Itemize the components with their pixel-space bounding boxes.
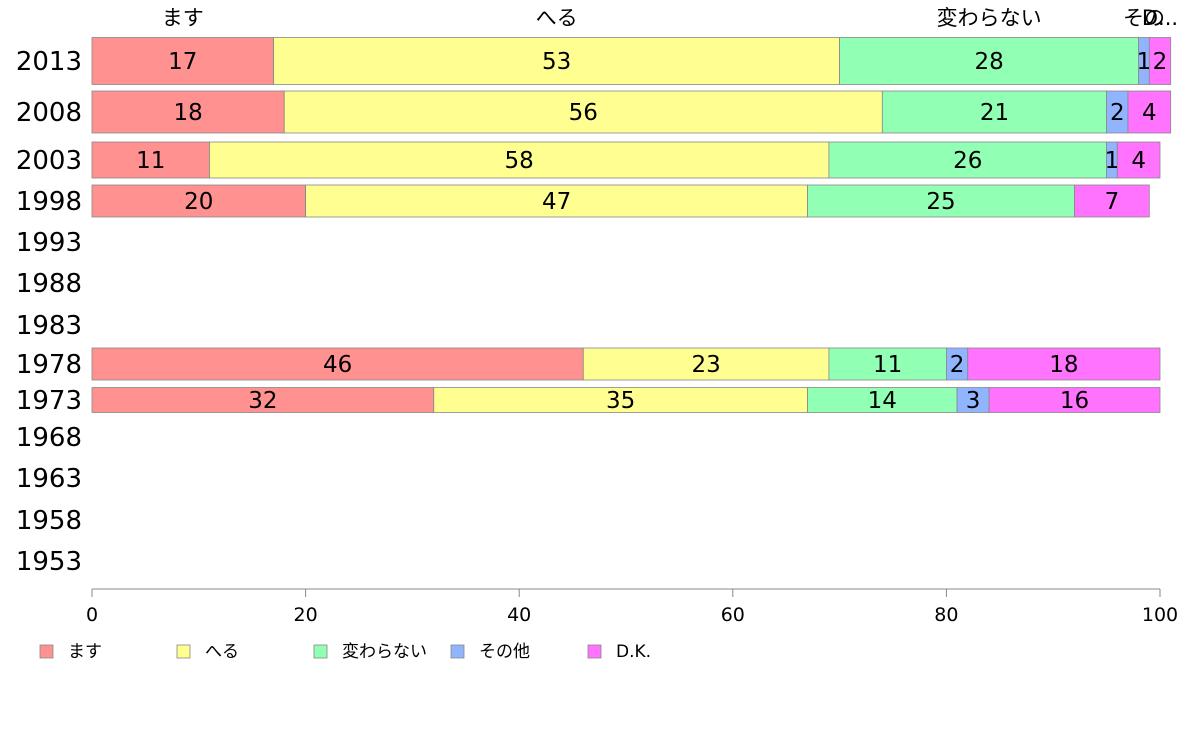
bar-label-1978-2: 11 bbox=[873, 352, 902, 378]
year-label-1958: 1958 bbox=[16, 506, 82, 536]
legend-label-3: その他 bbox=[479, 642, 530, 662]
bar-label-2013-0: 17 bbox=[168, 49, 197, 75]
year-label-1978: 1978 bbox=[16, 350, 82, 380]
year-label-1983: 1983 bbox=[16, 311, 82, 341]
x-tick-label-100: 100 bbox=[1142, 604, 1178, 626]
year-label-1998: 1998 bbox=[16, 187, 82, 217]
bar-label-1973-1: 35 bbox=[606, 388, 635, 414]
year-label-2008: 2008 bbox=[16, 98, 82, 128]
bar-2008-0 bbox=[91, 90, 285, 134]
legend-swatch-4 bbox=[587, 644, 602, 659]
bar-label-1973-0: 32 bbox=[248, 388, 277, 414]
bar-2003-4 bbox=[1116, 141, 1161, 179]
bar-label-1998-1: 47 bbox=[542, 189, 571, 215]
x-tick-label-80: 80 bbox=[934, 604, 958, 626]
bar-label-1978-3: 2 bbox=[950, 352, 965, 378]
bar-1998-0 bbox=[91, 184, 307, 218]
bar-label-2013-1: 53 bbox=[542, 49, 571, 75]
bar-1973-3 bbox=[956, 387, 990, 413]
bar-2008-2 bbox=[881, 90, 1108, 134]
year-axis-labels: 2013 2008 2003 1998 1993 1988 1983 1978 1973 1968… bbox=[16, 47, 82, 577]
year-label-2003: 2003 bbox=[16, 146, 82, 176]
bar-label-1973-2: 14 bbox=[868, 388, 897, 414]
bar-label-1998-4: 7 bbox=[1105, 189, 1120, 215]
bars-group: 17 53 28 1 218 56 21 2 411 58 26 1 420 47 25 746 23 11 2 18… bbox=[91, 37, 1172, 414]
bar-2013-2 bbox=[839, 37, 1140, 85]
legend-label-2: 変わらない bbox=[342, 642, 427, 662]
legend-swatch-0 bbox=[39, 644, 54, 659]
bar-2013-0 bbox=[91, 37, 274, 85]
bar-label-2003-3: 1 bbox=[1105, 148, 1120, 174]
year-label-1953: 1953 bbox=[16, 547, 82, 577]
bar-2003-2 bbox=[828, 141, 1107, 179]
bar-2003-0 bbox=[91, 141, 210, 179]
bar-label-1973-3: 3 bbox=[966, 388, 981, 414]
bar-label-2008-0: 18 bbox=[173, 100, 202, 126]
x-tick-label-60: 60 bbox=[721, 604, 745, 626]
bar-1978-4 bbox=[967, 347, 1161, 381]
x-axis: 0 20 40 60 80 100 bbox=[86, 588, 1178, 626]
legend-label-0: ます bbox=[68, 642, 102, 662]
year-label-1963: 1963 bbox=[16, 464, 82, 494]
legend-swatch-3 bbox=[450, 644, 465, 659]
bar-label-1978-4: 18 bbox=[1049, 352, 1078, 378]
top-label-0: ます bbox=[162, 6, 204, 30]
legend-swatch-2 bbox=[313, 644, 328, 659]
x-tick-label-0: 0 bbox=[86, 604, 98, 626]
bar-1973-2 bbox=[807, 387, 958, 413]
top-series-labels: ます へる 変わらない そのD... bbox=[162, 6, 1178, 30]
bar-2013-4 bbox=[1148, 37, 1172, 85]
year-label-2013: 2013 bbox=[16, 47, 82, 77]
bar-label-2008-1: 56 bbox=[569, 100, 598, 126]
legend-label-4: D.K. bbox=[616, 642, 651, 662]
bar-1978-1 bbox=[582, 347, 830, 381]
bar-label-1978-1: 23 bbox=[691, 352, 720, 378]
legend-swatch-1 bbox=[176, 644, 191, 659]
bar-label-1978-0: 46 bbox=[323, 352, 352, 378]
bar-label-2013-4: 2 bbox=[1153, 49, 1168, 75]
bar-1998-4 bbox=[1074, 184, 1150, 218]
year-label-1993: 1993 bbox=[16, 228, 82, 258]
bar-label-2008-3: 2 bbox=[1110, 100, 1125, 126]
top-label-1: へる bbox=[536, 6, 578, 30]
bar-label-2003-2: 26 bbox=[953, 148, 982, 174]
bar-1998-2 bbox=[807, 184, 1075, 218]
year-label-1968: 1968 bbox=[16, 423, 82, 453]
top-label-2: 変わらない bbox=[937, 6, 1042, 30]
bar-1998-1 bbox=[305, 184, 808, 218]
bar-2008-1 bbox=[283, 90, 883, 134]
bar-label-2013-2: 28 bbox=[974, 49, 1003, 75]
bar-1978-2 bbox=[828, 347, 947, 381]
legend: ます へる 変わらない その他 D.K. bbox=[39, 642, 651, 662]
year-label-1973: 1973 bbox=[16, 386, 82, 416]
bar-1973-1 bbox=[433, 387, 808, 413]
top-label-3: その bbox=[1123, 6, 1165, 30]
bar-1973-4 bbox=[988, 387, 1161, 413]
bar-label-2003-4: 4 bbox=[1131, 148, 1146, 174]
bar-label-1973-4: 16 bbox=[1060, 388, 1089, 414]
legend-label-1: へる bbox=[205, 642, 239, 662]
x-tick-label-40: 40 bbox=[507, 604, 531, 626]
bar-label-1998-0: 20 bbox=[184, 189, 213, 215]
bar-2013-1 bbox=[273, 37, 840, 85]
bar-label-2003-0: 11 bbox=[136, 148, 165, 174]
x-tick-label-20: 20 bbox=[294, 604, 318, 626]
bar-label-2013-3: 1 bbox=[1137, 49, 1152, 75]
bar-label-2003-1: 58 bbox=[505, 148, 534, 174]
bar-label-2008-4: 4 bbox=[1142, 100, 1157, 126]
bar-label-2008-2: 21 bbox=[980, 100, 1009, 126]
bar-label-1998-2: 25 bbox=[926, 189, 955, 215]
bar-2008-4 bbox=[1127, 90, 1172, 134]
year-label-1988: 1988 bbox=[16, 269, 82, 299]
top-label-4: D... bbox=[1142, 6, 1178, 30]
